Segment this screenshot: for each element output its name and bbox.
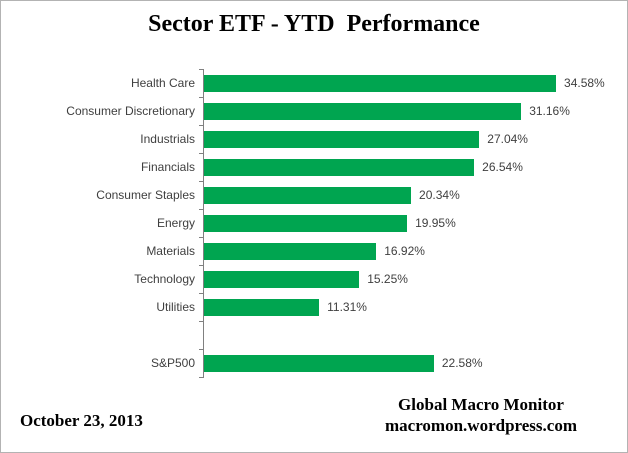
axis-tick [199, 181, 204, 182]
category-label: Financials [140, 160, 195, 174]
category-label: Materials [146, 244, 195, 258]
bar [204, 298, 320, 316]
category-label: Health Care [130, 76, 195, 90]
bar-track: 34.58% [204, 74, 621, 92]
chart-row: S&P500 22.58% [1, 349, 621, 377]
value-label: 15.25% [367, 272, 408, 286]
bar [204, 74, 557, 92]
category-label: S&P500 [150, 356, 195, 370]
chart-row: Utilities 11.31% [1, 293, 621, 321]
value-label: 20.34% [419, 188, 460, 202]
value-label: 27.04% [487, 132, 528, 146]
chart-row: Energy 19.95% [1, 209, 621, 237]
bar-track: 20.34% [204, 186, 621, 204]
axis-tick [199, 349, 204, 350]
chart-row: Consumer Staples 20.34% [1, 181, 621, 209]
chart-row: Technology 15.25% [1, 265, 621, 293]
category-label: Utilities [156, 300, 195, 314]
axis-tick [199, 209, 204, 210]
bar [204, 130, 480, 148]
chart-row [1, 321, 621, 349]
chart-row: Health Care 34.58% [1, 69, 621, 97]
footer-brand-name: Global Macro Monitor [398, 395, 564, 414]
bar [204, 214, 408, 232]
category-label: Consumer Discretionary [66, 104, 195, 118]
value-label: 26.54% [482, 160, 523, 174]
bar-track: 22.58% [204, 354, 621, 372]
axis-tick [199, 293, 204, 294]
value-label: 11.31% [327, 300, 367, 314]
axis-tick [199, 265, 204, 266]
bar-track: 26.54% [204, 158, 621, 176]
chart-row: Industrials 27.04% [1, 125, 621, 153]
bar-track: 11.31% [204, 298, 621, 316]
category-label: Energy [156, 216, 195, 230]
bar-track: 15.25% [204, 270, 621, 288]
bar [204, 102, 522, 120]
axis-tick [199, 125, 204, 126]
footer-brand: Global Macro Monitor macromon.wordpress.… [371, 394, 591, 436]
bar [204, 186, 412, 204]
category-axis-line [203, 69, 204, 377]
axis-tick [199, 97, 204, 98]
plot-area: Health Care 34.58% Consumer Discretionary 3… [1, 69, 621, 378]
chart-row: Financials 26.54% [1, 153, 621, 181]
value-label: 31.16% [529, 104, 570, 118]
category-label: Technology [134, 272, 195, 286]
axis-tick [199, 237, 204, 238]
category-label: Industrials [140, 132, 195, 146]
chart-row: Materials 16.92% [1, 237, 621, 265]
bar [204, 242, 377, 260]
bar [204, 158, 475, 176]
category-label: Consumer Staples [96, 188, 195, 202]
axis-tick [199, 69, 204, 70]
bar-track: 19.95% [204, 214, 621, 232]
axis-tick [199, 321, 204, 322]
bar-track: 27.04% [204, 130, 621, 148]
bar [204, 354, 434, 372]
value-label: 22.58% [441, 356, 483, 370]
axis-tick [199, 377, 204, 378]
value-label: 19.95% [415, 216, 456, 230]
value-label: 34.58% [564, 76, 605, 90]
footer-brand-url: macromon.wordpress.com [384, 416, 577, 435]
value-label: 16.92% [384, 244, 425, 258]
bar-track [204, 327, 621, 344]
footer-date: October 23, 2013 [20, 411, 143, 430]
bar [204, 270, 360, 288]
bar-track: 31.16% [204, 102, 621, 120]
axis-tick [199, 153, 204, 154]
chart-title: Sector ETF - YTD Performance [148, 11, 480, 37]
chart-row: Consumer Discretionary 31.16% [1, 97, 621, 125]
bar-track: 16.92% [204, 242, 621, 260]
